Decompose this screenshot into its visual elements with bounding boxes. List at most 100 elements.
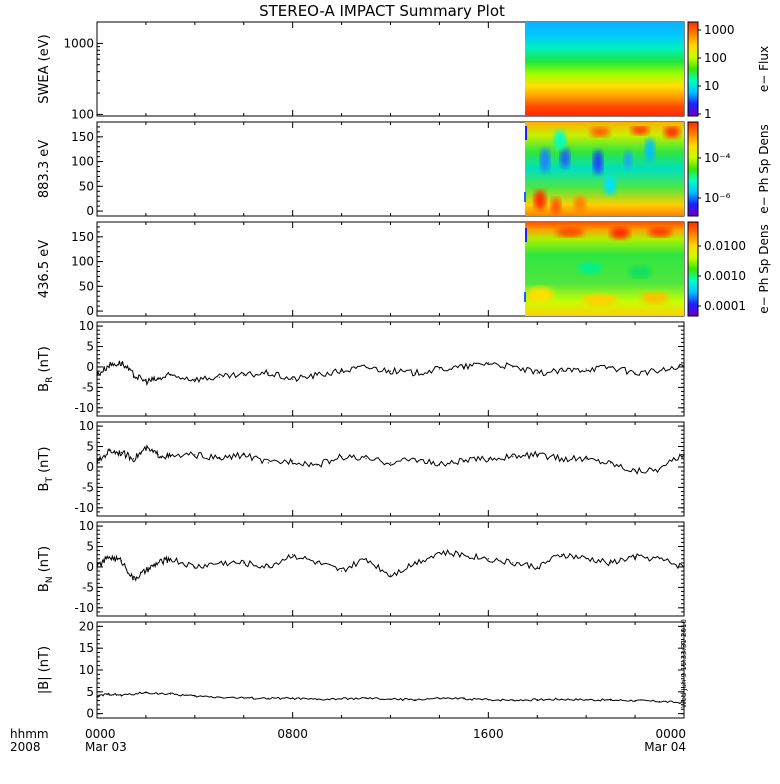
y-tick-label: -10 <box>74 401 94 415</box>
data-point <box>267 566 269 568</box>
data-point <box>487 699 489 701</box>
data-point <box>634 699 636 702</box>
colorbar-tick-label: 1000 <box>704 23 735 37</box>
data-point <box>438 464 441 466</box>
data-point <box>169 693 171 695</box>
data-point <box>536 566 538 568</box>
data-point <box>683 702 685 704</box>
y-tick-label: 0 <box>86 460 94 474</box>
y-tick-label: 100 <box>71 255 94 269</box>
data-point <box>536 372 538 374</box>
data-point <box>658 370 661 372</box>
data-point <box>634 372 636 374</box>
heatmap-edge-mark <box>525 126 528 140</box>
data-point <box>463 698 465 700</box>
heatmap-cell <box>582 294 618 306</box>
data-point <box>108 364 110 366</box>
panel-bmag: 20 15 10 5 0 |B| (nT) <box>37 619 685 721</box>
colorbar-tick-label: 0.0010 <box>704 269 746 283</box>
data-point <box>96 566 98 568</box>
data-point <box>438 552 441 554</box>
data-point <box>169 374 171 376</box>
data-point <box>463 366 465 368</box>
data-point <box>610 366 612 368</box>
data-point <box>157 454 159 456</box>
data-point <box>145 447 147 450</box>
series-line <box>96 549 685 582</box>
data-point <box>133 458 135 460</box>
data-point <box>194 454 196 456</box>
data-point <box>218 562 220 564</box>
data-point <box>267 372 269 374</box>
heatmap-edge-mark <box>524 192 527 202</box>
data-point <box>218 696 220 698</box>
data-point <box>414 458 416 460</box>
heatmap-fill <box>525 22 684 116</box>
heatmap-cell <box>526 287 554 303</box>
y-tick-label: 10 <box>79 319 94 333</box>
data-point <box>536 699 538 701</box>
data-point <box>120 362 123 364</box>
y-tick-label: 50 <box>79 179 94 193</box>
data-point <box>658 700 661 703</box>
data-point <box>145 380 147 382</box>
data-point <box>120 694 123 696</box>
data-point <box>108 556 110 558</box>
panel-frame <box>96 321 685 417</box>
heatmap-texture <box>534 126 680 214</box>
data-point <box>414 699 416 701</box>
colorbar-label: e− Ph Sp Dens <box>757 224 771 313</box>
colorbar-tick-label: 10 <box>704 79 719 93</box>
data-point <box>243 454 245 456</box>
data-point <box>169 456 171 458</box>
heatmap-cell <box>648 227 672 237</box>
data-point <box>463 460 465 462</box>
data-point <box>145 692 147 694</box>
y-tick-label: 20 <box>79 619 94 633</box>
panel-bn: 10 5 0 -5 -10 BN (nT) <box>37 519 685 617</box>
heatmap-cell <box>556 227 584 237</box>
data-point <box>108 693 110 695</box>
heatmap-cell <box>610 227 630 239</box>
data-point <box>658 468 661 470</box>
data-point <box>145 570 147 572</box>
date-tick-label: Mar 04 <box>644 740 686 754</box>
y-axis-label: BR (nT) <box>37 346 55 392</box>
data-point <box>610 562 612 564</box>
colorbar-tick-label: 10⁻⁴ <box>704 151 731 165</box>
heatmap-cell <box>554 130 566 150</box>
y-axis-label: BT (nT) <box>37 447 55 492</box>
data-point <box>292 697 294 699</box>
data-point <box>585 458 587 460</box>
data-point <box>683 454 685 456</box>
heatmap-edge-mark <box>524 292 527 302</box>
data-point <box>96 462 98 464</box>
heatmap-cell <box>624 151 632 169</box>
y-tick-label: 0 <box>86 360 94 374</box>
time-tick-label: 0000 <box>655 727 686 741</box>
heatmap-cell <box>574 196 586 212</box>
data-point <box>365 697 367 699</box>
y-tick-label: 5 <box>86 340 94 354</box>
y-axis-label: 436.5 eV <box>37 240 52 298</box>
data-point <box>218 458 220 460</box>
y-axis-label: |B| (nT) <box>37 646 52 694</box>
data-point <box>512 366 514 368</box>
data-point <box>561 698 563 700</box>
data-point <box>487 362 489 364</box>
y-tick-label: 0 <box>86 707 94 721</box>
colorbar-3: 0.0100 0.0010 0.0001 e− Ph Sp Dens <box>687 221 771 317</box>
heatmap-fill <box>525 122 684 216</box>
data-point <box>133 374 135 376</box>
data-point <box>108 450 110 452</box>
data-point <box>634 470 636 472</box>
data-point <box>585 699 587 701</box>
y-tick-label: -10 <box>74 501 94 515</box>
data-point <box>365 366 367 368</box>
data-point <box>194 378 196 380</box>
y-tick-label: 5 <box>86 540 94 554</box>
y-tick-label: 0 <box>86 304 94 318</box>
time-tick-label: 1600 <box>473 727 504 741</box>
heatmap-cell <box>664 126 680 138</box>
